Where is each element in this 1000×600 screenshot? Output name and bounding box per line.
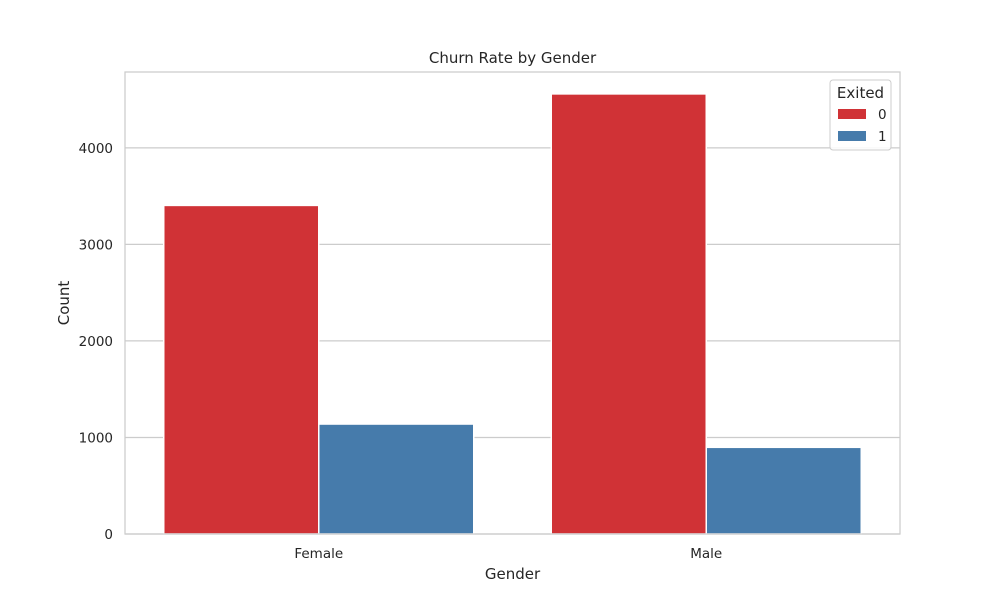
chart-title: Churn Rate by Gender (429, 49, 597, 67)
y-tick-label: 2000 (79, 334, 113, 350)
bar-female-exited-1 (318, 423, 475, 535)
x-tick-labels: Female Male (294, 546, 722, 562)
y-tick-label: 1000 (79, 430, 113, 446)
y-tick-label: 4000 (79, 141, 113, 157)
x-tick-label-female: Female (294, 546, 343, 562)
y-axis-label: Count (55, 281, 73, 326)
bars (163, 93, 862, 535)
y-tick-label: 3000 (79, 237, 113, 253)
legend-swatch-0 (838, 109, 866, 119)
legend-label-0: 0 (878, 107, 887, 123)
legend-label-1: 1 (878, 129, 887, 145)
bar-female-exited-0 (163, 204, 320, 535)
plot-frame (124, 71, 901, 535)
legend-title: Exited (837, 84, 884, 102)
legend-items: 01 (838, 107, 887, 145)
x-axis-label: Gender (485, 565, 541, 583)
y-tick-label: 0 (104, 527, 113, 543)
y-tick-labels: 0 1000 2000 3000 4000 (79, 141, 113, 543)
x-tick-label-male: Male (690, 546, 722, 562)
bar-male-exited-0 (550, 93, 707, 535)
legend-swatch-1 (838, 131, 866, 141)
legend: Exited 01 (829, 79, 892, 151)
bar-male-exited-1 (705, 446, 862, 535)
